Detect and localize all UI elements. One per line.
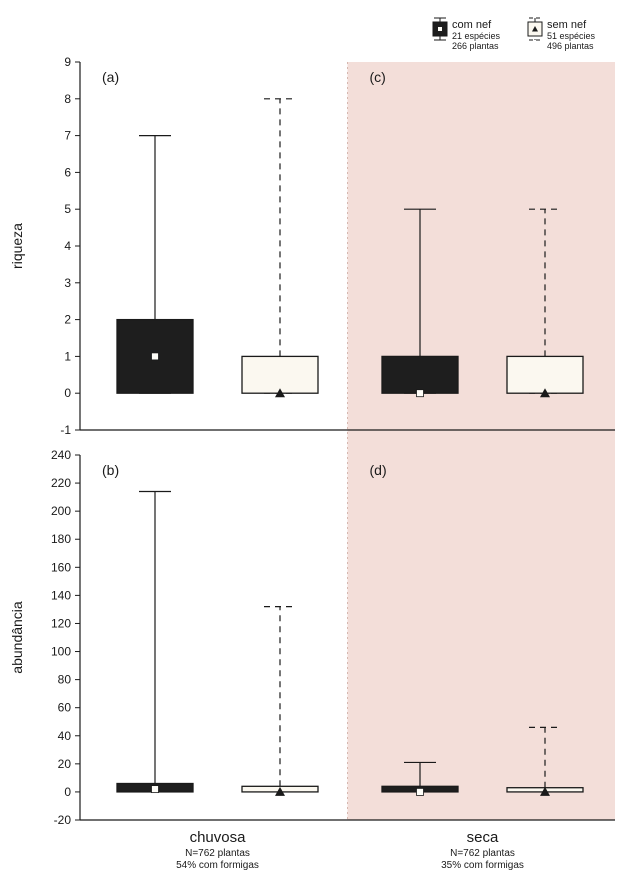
y-axis-label: abundância — [9, 601, 25, 674]
seca-shade — [348, 62, 616, 820]
y-tick-label: 240 — [51, 448, 71, 462]
y-tick-label: 40 — [58, 729, 72, 743]
y-tick-label: 120 — [51, 616, 71, 630]
y-axis-label: riqueza — [9, 223, 25, 269]
median-marker-square — [417, 788, 424, 795]
y-tick-label: 5 — [64, 202, 71, 216]
y-tick-label: 4 — [64, 239, 71, 253]
panel-label: (c) — [370, 69, 386, 85]
median-marker-square — [152, 786, 159, 793]
panel-label: (b) — [102, 462, 119, 478]
legend-label: com nef — [452, 19, 492, 31]
season-sub: 35% com formigas — [441, 860, 524, 871]
y-tick-label: 140 — [51, 588, 71, 602]
legend-label: sem nef — [547, 19, 587, 31]
season-label: seca — [467, 829, 499, 846]
y-tick-label: 2 — [64, 313, 71, 327]
y-tick-label: 7 — [64, 129, 71, 143]
season-sub: 54% com formigas — [176, 860, 259, 871]
legend-sub: 496 plantas — [547, 41, 594, 51]
box-sem-nef — [242, 356, 318, 393]
y-tick-label: 0 — [64, 785, 71, 799]
legend-sub: 266 plantas — [452, 41, 499, 51]
y-tick-label: 0 — [64, 386, 71, 400]
panel-label: (d) — [370, 462, 387, 478]
season-sub: N=762 plantas — [450, 848, 515, 859]
y-tick-label: 20 — [58, 757, 72, 771]
y-tick-label: -20 — [54, 813, 72, 827]
y-tick-label: 200 — [51, 504, 71, 518]
box-com-nef — [382, 356, 458, 393]
median-marker-square — [152, 353, 159, 360]
y-tick-label: 160 — [51, 560, 71, 574]
legend-marker-square — [438, 27, 442, 31]
legend-sub: 51 espécies — [547, 31, 596, 41]
legend-sub: 21 espécies — [452, 31, 501, 41]
y-tick-label: 3 — [64, 276, 71, 290]
season-label: chuvosa — [190, 829, 247, 846]
y-tick-label: 220 — [51, 476, 71, 490]
y-tick-label: 1 — [64, 349, 71, 363]
panel-label: (a) — [102, 69, 119, 85]
y-tick-label: 180 — [51, 532, 71, 546]
boxplot-figure: -1 0 1 2 3 4 5 6 7 8 9 riqueza (a) (c) -20 0 20 40 60 80 100… — [0, 0, 639, 887]
box-sem-nef — [507, 356, 583, 393]
y-tick-label: 80 — [58, 673, 72, 687]
y-tick-label: 9 — [64, 55, 71, 69]
y-tick-label: 60 — [58, 701, 72, 715]
y-tick-label: 6 — [64, 165, 71, 179]
y-tick-label: -1 — [60, 423, 71, 437]
median-marker-square — [417, 390, 424, 397]
y-tick-label: 100 — [51, 645, 71, 659]
y-tick-label: 8 — [64, 92, 71, 106]
season-sub: N=762 plantas — [185, 848, 250, 859]
